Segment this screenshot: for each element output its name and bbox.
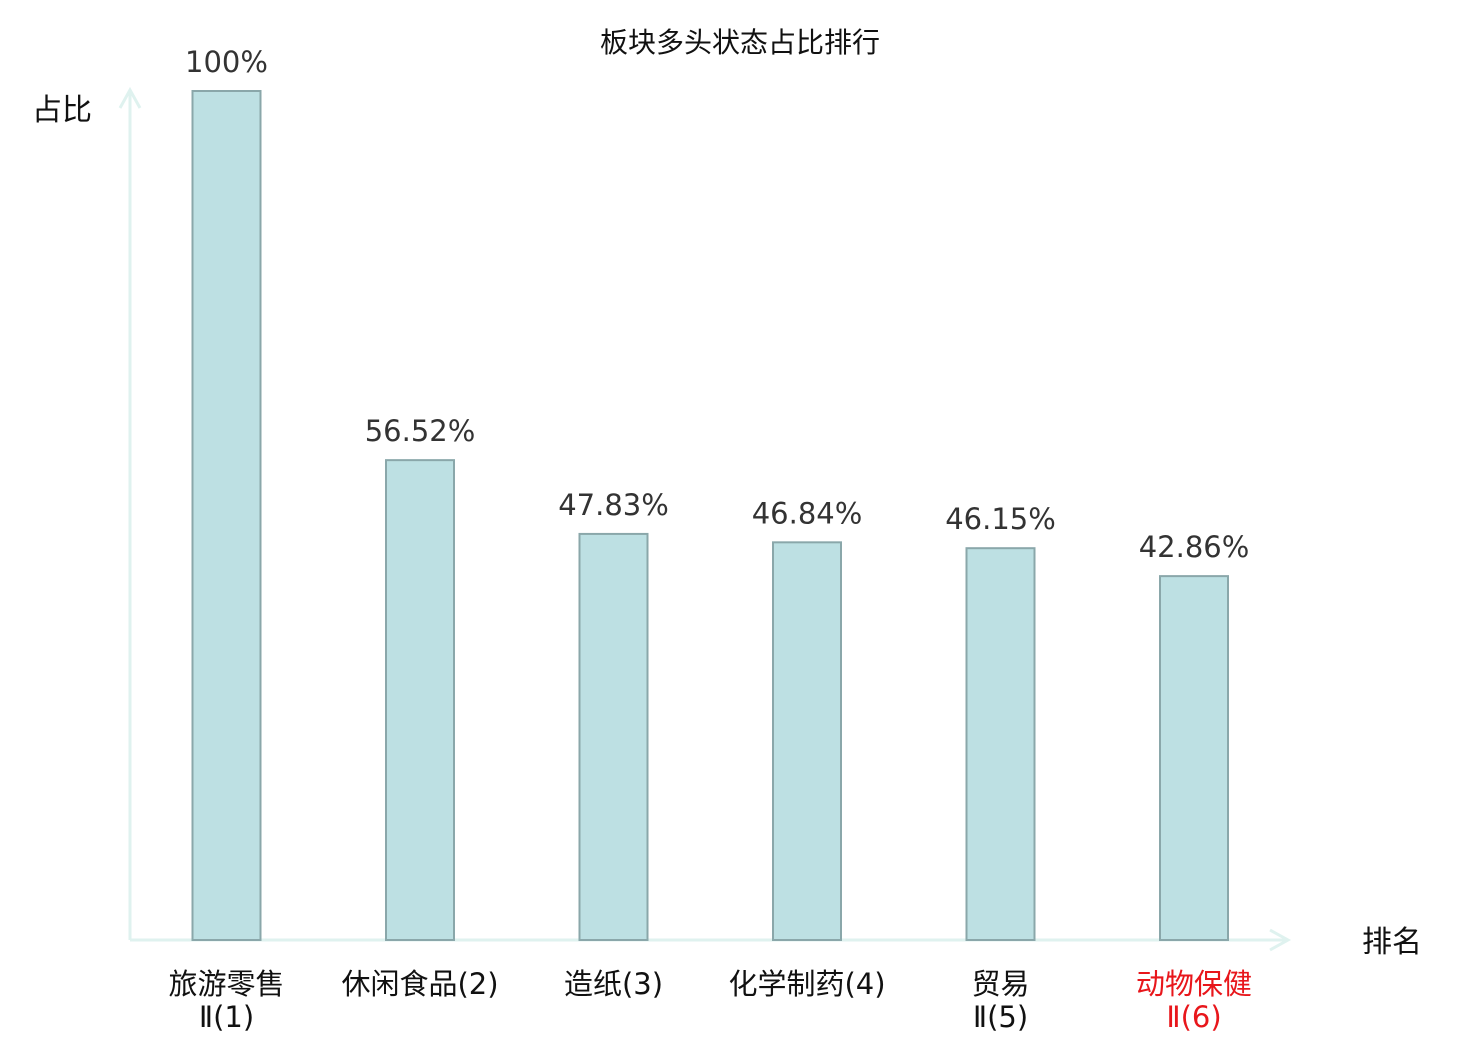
category-label-2: 休闲食品(2) <box>341 967 498 1001</box>
category-suffix: Ⅱ(6) <box>1166 1000 1221 1034</box>
category-name: 贸易 <box>971 967 1029 1001</box>
category-suffix: (3) <box>622 967 663 1001</box>
value-label-3: 47.83% <box>558 488 669 522</box>
category-label-3: 造纸(3) <box>564 967 663 1001</box>
value-label-1: 100% <box>185 45 268 79</box>
bar-5 <box>965 547 1036 942</box>
x-axis-arrow <box>1269 928 1292 952</box>
category-suffix: (2) <box>457 967 498 1001</box>
chart-title: 板块多头状态占比排行 <box>600 26 880 59</box>
bar-3 <box>578 532 649 941</box>
category-suffix: Ⅱ(1) <box>199 1000 254 1034</box>
category-name: 休闲食品 <box>341 967 457 1001</box>
category-name: 化学制药 <box>728 967 844 1001</box>
value-label-5: 46.15% <box>945 502 1056 536</box>
y-axis-label: 占比 <box>32 93 92 128</box>
category-label-5: 贸易 Ⅱ(5) <box>971 967 1029 1034</box>
category-labels: 旅游零售 Ⅱ(1) 休闲食品(2) 造纸(3) 化学制药(4) 贸易 Ⅱ(5) 动物保健 Ⅱ(6… <box>168 967 1252 1034</box>
category-label-1: 旅游零售 Ⅱ(1) <box>168 967 284 1034</box>
category-name: 旅游零售 <box>168 967 284 1001</box>
value-label-6: 42.86% <box>1139 530 1250 564</box>
bar-4 <box>772 541 842 942</box>
category-suffix: Ⅱ(5) <box>973 1000 1028 1034</box>
category-name: 动物保健 <box>1136 967 1252 1001</box>
value-label-2: 56.52% <box>365 414 476 448</box>
bar-6 <box>1159 575 1229 941</box>
category-suffix: (4) <box>844 967 885 1001</box>
axes <box>118 86 1292 952</box>
value-labels: 100% 56.52% 47.83% 46.84% 46.15% 42.86% <box>185 45 1249 564</box>
bar-1 <box>191 90 262 941</box>
x-axis-label: 排名 <box>1362 925 1422 960</box>
category-label-4: 化学制药(4) <box>728 967 885 1001</box>
y-axis-arrow <box>118 86 142 109</box>
value-label-4: 46.84% <box>752 496 863 530</box>
category-label-6: 动物保健 Ⅱ(6) <box>1136 967 1252 1034</box>
bars <box>191 90 1229 942</box>
bar-2 <box>385 459 455 941</box>
category-name: 造纸 <box>564 967 622 1001</box>
